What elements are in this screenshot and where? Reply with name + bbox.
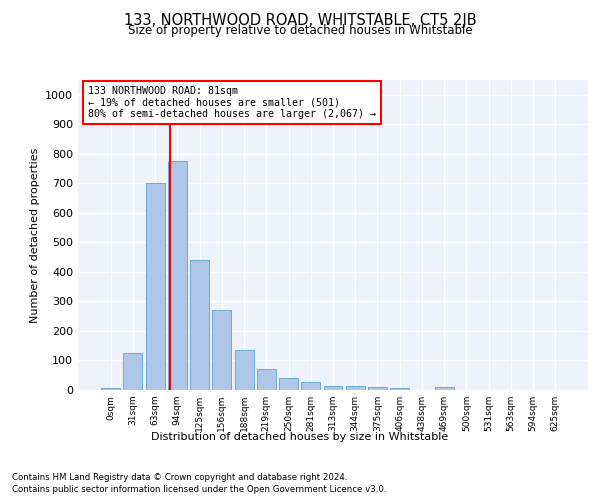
Bar xyxy=(190,260,209,390)
Bar xyxy=(390,388,409,390)
Bar xyxy=(124,353,142,390)
Text: Contains public sector information licensed under the Open Government Licence v3: Contains public sector information licen… xyxy=(12,485,386,494)
Bar xyxy=(323,386,343,390)
Bar xyxy=(212,310,231,390)
Text: Size of property relative to detached houses in Whitstable: Size of property relative to detached ho… xyxy=(128,24,472,37)
Bar xyxy=(257,370,276,390)
Bar xyxy=(368,387,387,390)
Bar xyxy=(101,388,120,390)
Text: 133, NORTHWOOD ROAD, WHITSTABLE, CT5 2JB: 133, NORTHWOOD ROAD, WHITSTABLE, CT5 2JB xyxy=(124,12,476,28)
Bar xyxy=(235,350,254,390)
Text: 133 NORTHWOOD ROAD: 81sqm
← 19% of detached houses are smaller (501)
80% of semi: 133 NORTHWOOD ROAD: 81sqm ← 19% of detac… xyxy=(88,86,376,120)
Bar xyxy=(346,386,365,390)
Bar xyxy=(146,184,164,390)
Bar xyxy=(435,387,454,390)
Bar xyxy=(301,382,320,390)
Text: Contains HM Land Registry data © Crown copyright and database right 2024.: Contains HM Land Registry data © Crown c… xyxy=(12,472,347,482)
Text: Distribution of detached houses by size in Whitstable: Distribution of detached houses by size … xyxy=(151,432,449,442)
Bar xyxy=(168,161,187,390)
Bar xyxy=(279,378,298,390)
Y-axis label: Number of detached properties: Number of detached properties xyxy=(29,148,40,322)
